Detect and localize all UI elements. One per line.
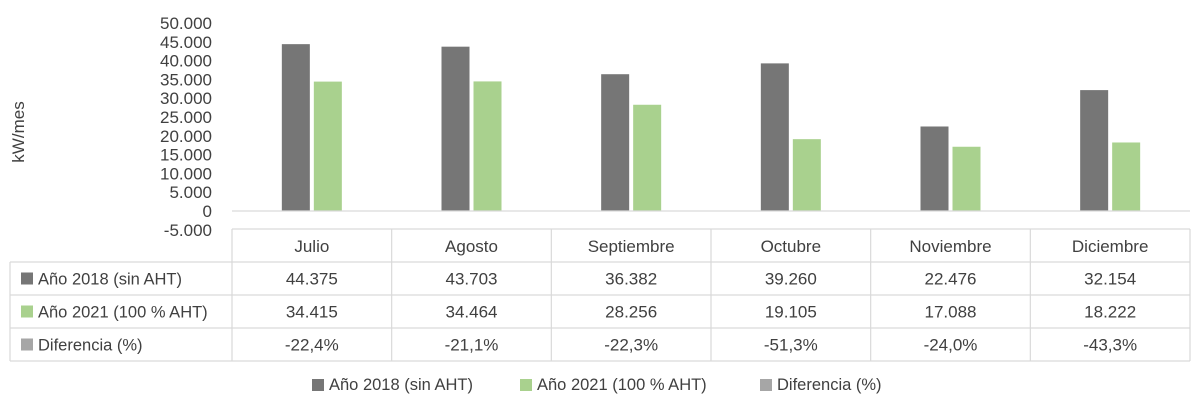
- bar-2018-diciembre: [1080, 90, 1109, 211]
- data-label: -24,0%: [924, 336, 978, 355]
- data-label: -43,3%: [1083, 336, 1137, 355]
- data-label: -22,4%: [285, 336, 339, 355]
- data-label: 32.154: [1084, 270, 1136, 289]
- legend-label: Año 2018 (sin AHT): [329, 376, 473, 394]
- bar-2021-septiembre: [633, 104, 662, 211]
- y-tick-label: 15.000: [160, 146, 212, 165]
- legend-label: Diferencia (%): [777, 376, 882, 394]
- x-tick-label: Noviembre: [909, 237, 991, 256]
- y-tick-label: 0: [203, 202, 212, 221]
- data-label: 18.222: [1084, 303, 1136, 322]
- y-tick-label: 5.000: [169, 183, 212, 202]
- data-label: 44.375: [286, 270, 338, 289]
- data-label: 22.476: [925, 270, 977, 289]
- x-tick-label: Octubre: [761, 237, 821, 256]
- y-tick-label: 40.000: [160, 52, 212, 71]
- y-tick-label: 10.000: [160, 164, 212, 183]
- bar-2018-octubre: [760, 63, 789, 211]
- legend-swatch-0: [312, 379, 324, 391]
- x-tick-label: Julio: [294, 237, 329, 256]
- x-tick-label: Agosto: [445, 237, 498, 256]
- data-label: 43.703: [446, 270, 498, 289]
- x-tick-label: Diciembre: [1072, 237, 1149, 256]
- legend-key-1: [21, 305, 33, 318]
- bar-2018-noviembre: [920, 126, 949, 211]
- data-label: 19.105: [765, 303, 817, 322]
- y-tick-label: -5.000: [164, 221, 212, 240]
- bar-2021-noviembre: [952, 146, 981, 211]
- y-tick-label: 35.000: [160, 70, 212, 89]
- legend-swatch-1: [520, 379, 532, 391]
- data-label: 34.415: [286, 303, 338, 322]
- bar-2021-julio: [313, 81, 342, 211]
- data-label: 34.464: [446, 303, 498, 322]
- row-label: Año 2018 (sin AHT): [38, 271, 182, 289]
- y-tick-label: 45.000: [160, 33, 212, 52]
- row-label: Año 2021 (100 % AHT): [38, 304, 208, 322]
- data-label: 36.382: [605, 270, 657, 289]
- legend-key-2: [21, 338, 33, 351]
- legend-key-0: [21, 272, 33, 285]
- y-tick-label: 50.000: [160, 14, 212, 33]
- y-tick-label: 20.000: [160, 127, 212, 146]
- bar-2018-agosto: [441, 46, 470, 211]
- data-label: -21,1%: [445, 336, 499, 355]
- bar-2021-diciembre: [1112, 142, 1141, 211]
- bar-2018-julio: [281, 44, 310, 212]
- bar-2018-septiembre: [601, 74, 630, 212]
- data-label: 28.256: [605, 303, 657, 322]
- y-tick-label: 25.000: [160, 108, 212, 127]
- legend-label: Año 2021 (100 % AHT): [537, 376, 707, 394]
- data-label: -51,3%: [764, 336, 818, 355]
- data-label: -22,3%: [604, 336, 658, 355]
- data-label: 17.088: [925, 303, 977, 322]
- row-label: Diferencia (%): [38, 337, 143, 355]
- y-axis-title: kW/mes: [9, 101, 28, 162]
- bar-2021-agosto: [473, 81, 502, 211]
- bar-2021-octubre: [792, 139, 821, 211]
- y-tick-label: 30.000: [160, 89, 212, 108]
- legend-swatch-2: [760, 379, 772, 391]
- x-tick-label: Septiembre: [588, 237, 675, 256]
- data-label: 39.260: [765, 270, 817, 289]
